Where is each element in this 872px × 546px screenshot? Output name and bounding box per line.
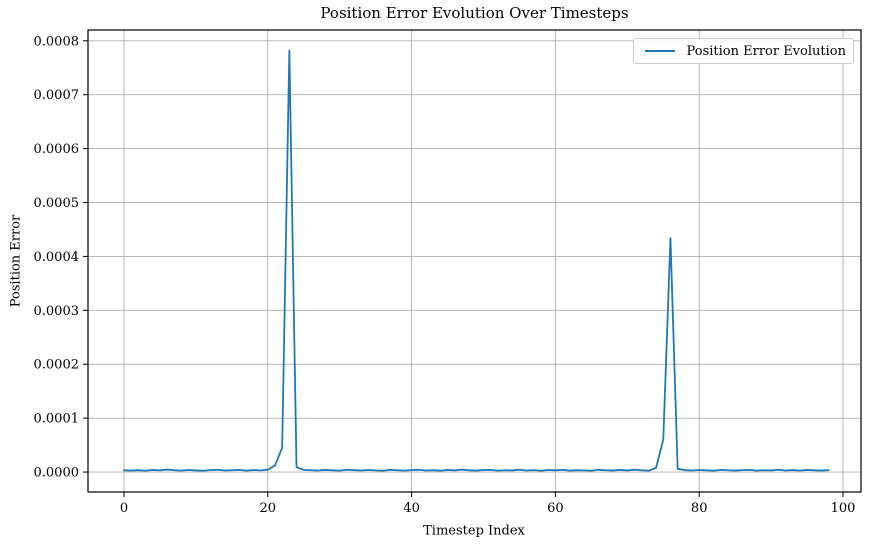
y-tick-label: 0.0007 xyxy=(34,88,80,103)
y-tick-label: 0.0001 xyxy=(34,412,80,427)
x-tick-label: 40 xyxy=(403,501,420,516)
axes-spines xyxy=(87,29,862,493)
x-axis-label: Timestep Index xyxy=(423,523,525,539)
x-tick-label: 100 xyxy=(831,501,856,516)
y-tick-label: 0.0002 xyxy=(34,358,80,373)
chart-title: Position Error Evolution Over Timesteps xyxy=(320,4,629,22)
legend-entry-label: Position Error Evolution xyxy=(686,43,846,59)
legend-line-swatch xyxy=(644,50,675,52)
y-tick-label: 0.0005 xyxy=(34,196,80,211)
y-tick-label: 0.0006 xyxy=(34,142,80,157)
y-tick-label: 0.0003 xyxy=(34,304,80,319)
x-tick-label: 20 xyxy=(259,501,276,516)
x-tick-label: 80 xyxy=(691,501,708,516)
y-tick-label: 0.0004 xyxy=(34,250,80,265)
legend: Position Error Evolution xyxy=(632,38,854,64)
x-tick-label: 60 xyxy=(547,501,564,516)
y-tick-label: 0.0008 xyxy=(34,34,80,49)
x-tick-label: 0 xyxy=(120,501,128,516)
y-axis-label: Position Error xyxy=(8,214,24,308)
position-error-line xyxy=(123,49,830,472)
y-tick-label: 0.0000 xyxy=(34,466,80,481)
